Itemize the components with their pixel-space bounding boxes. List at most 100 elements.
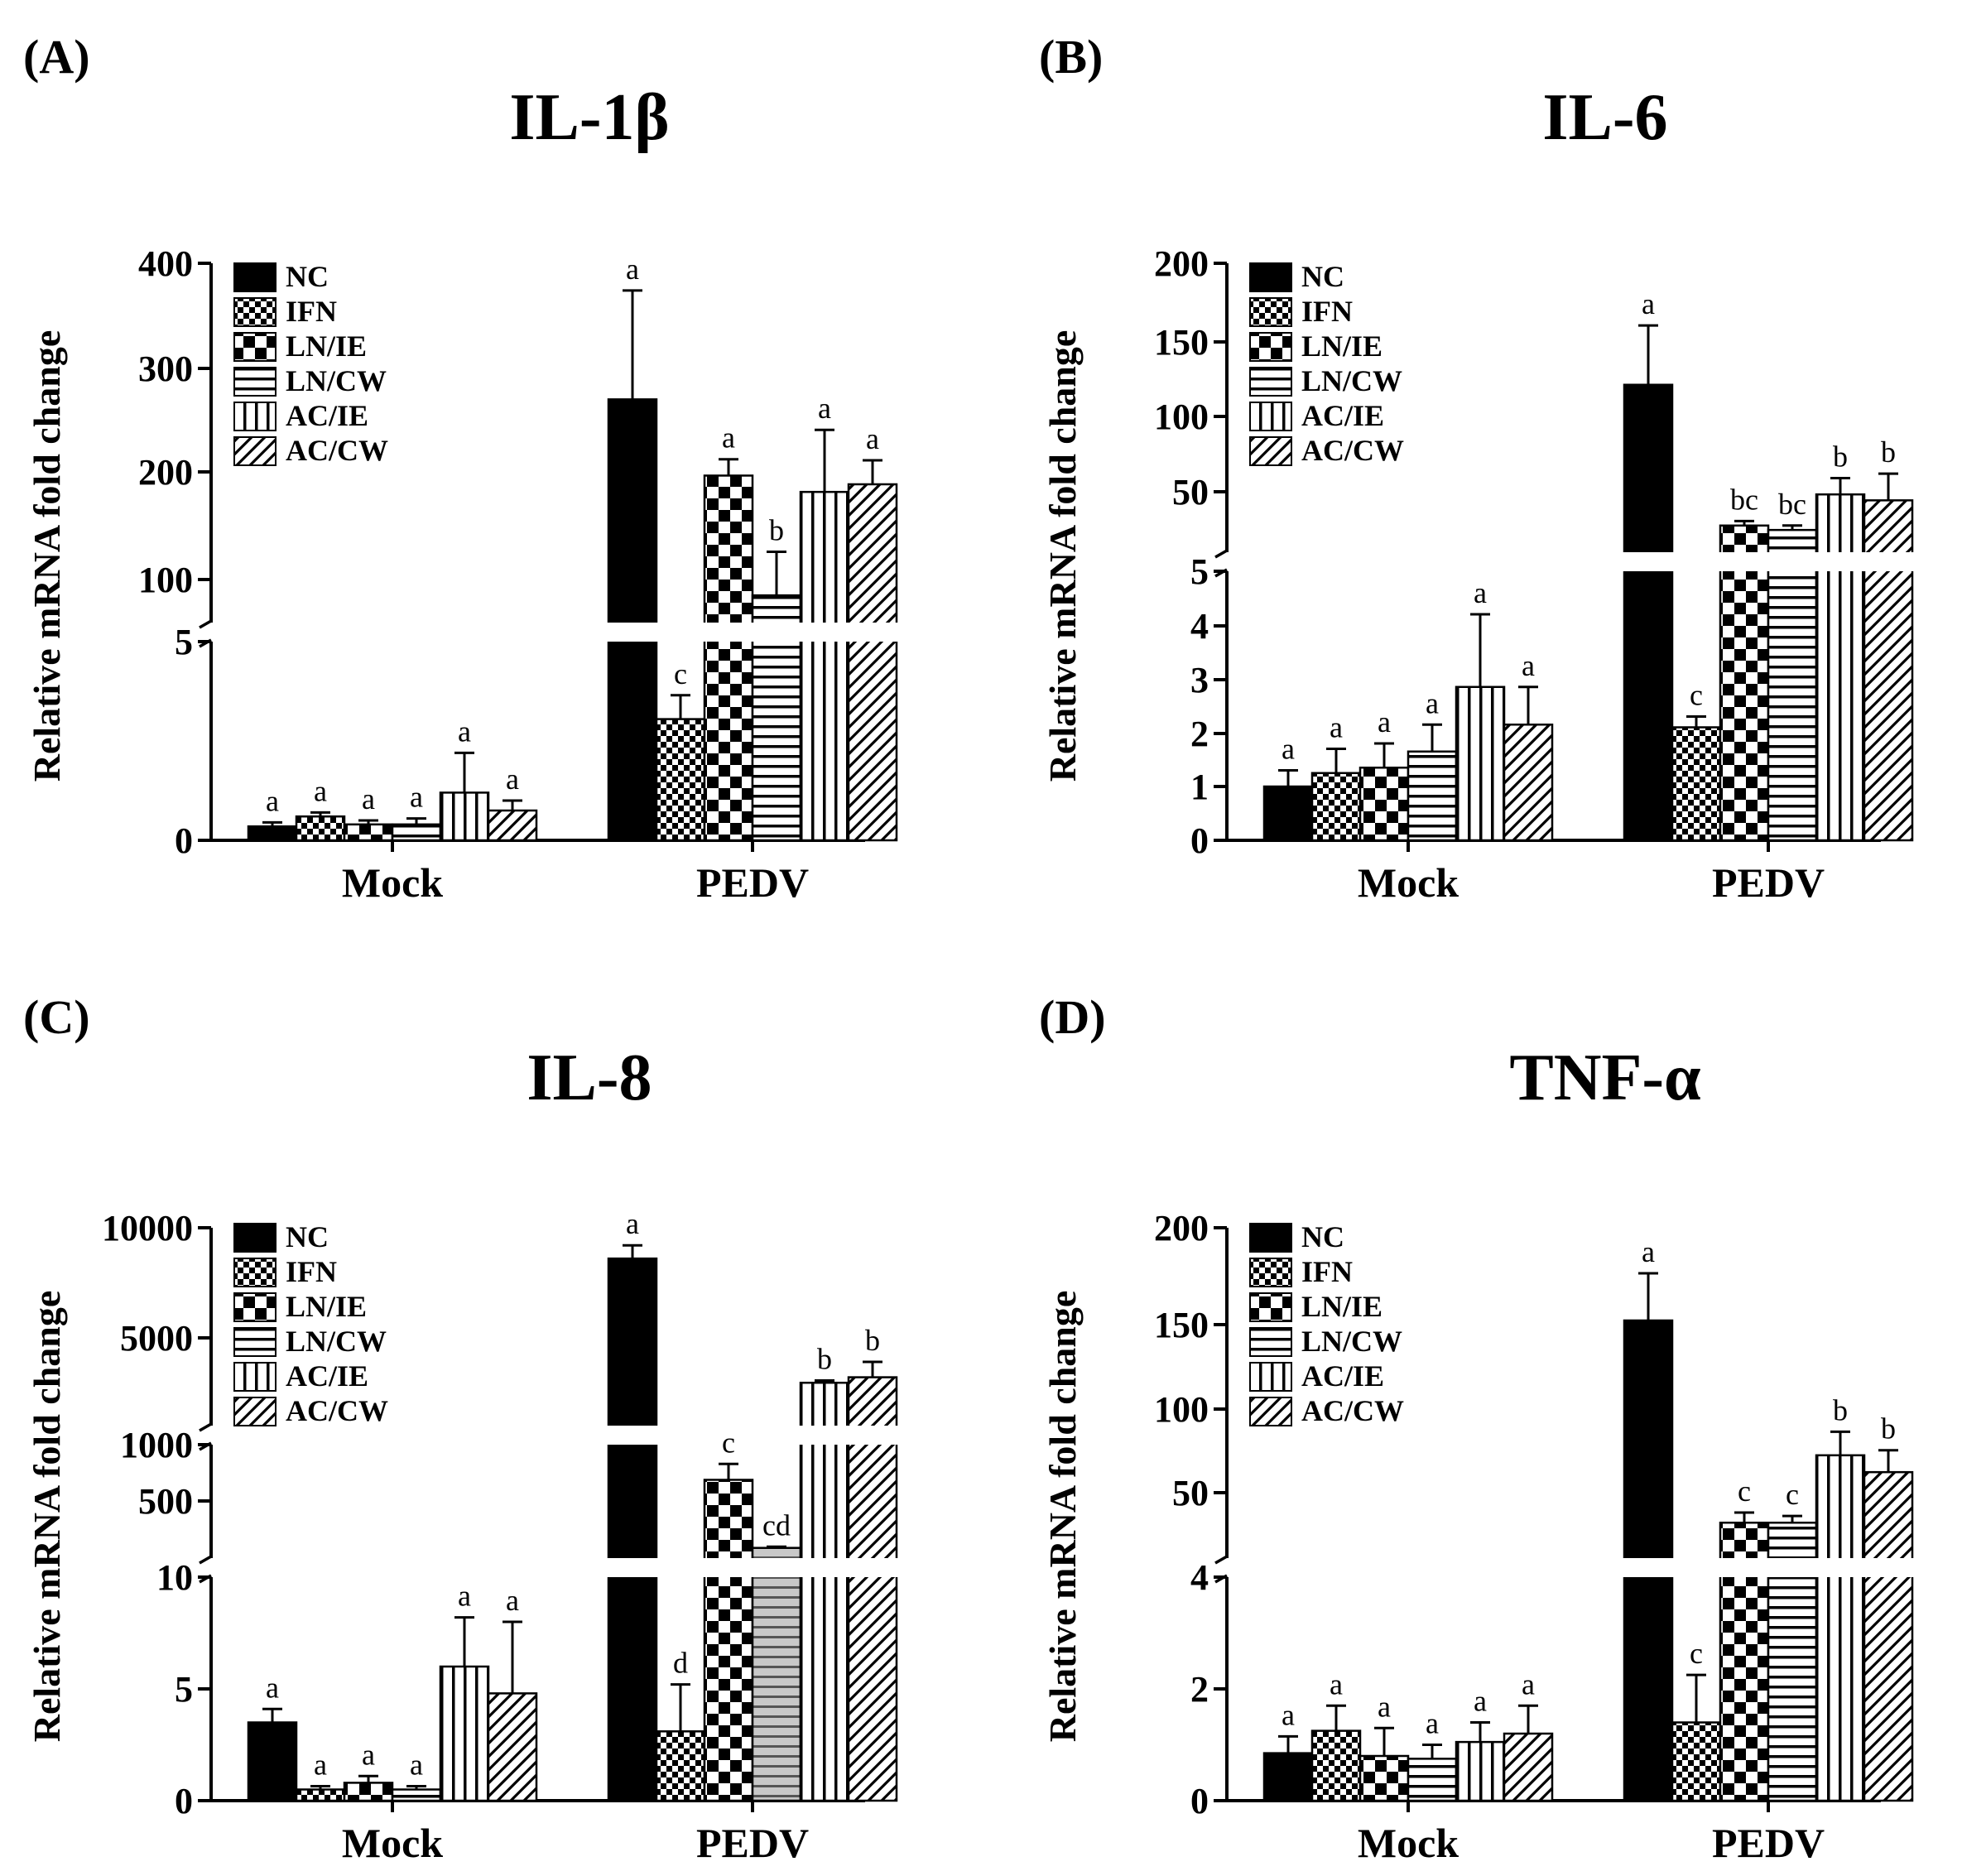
bar-ac-ie-mock (439, 791, 490, 842)
chart-title: IL-6 (1542, 81, 1667, 154)
significance-letter: a (1378, 1690, 1391, 1723)
bar-break-gap (607, 623, 658, 642)
legend-swatch (1249, 1362, 1292, 1392)
y-tick-label: 4 (1190, 606, 1209, 647)
significance-letter: a (1330, 711, 1343, 744)
legend-swatch (1249, 262, 1292, 292)
significance-letter: c (1738, 1474, 1751, 1508)
legend-label: IFN (286, 1255, 337, 1288)
significance-letter: a (626, 1207, 639, 1240)
bar-break-gap (1623, 552, 1674, 571)
significance-letter: a (1330, 1667, 1343, 1700)
significance-letter: a (458, 714, 471, 748)
y-tick-label: 1 (1190, 767, 1209, 807)
legend-swatch (1249, 297, 1292, 327)
bar-ac-ie-pedv (1815, 1454, 1866, 1802)
significance-letter: a (314, 1748, 327, 1781)
panel-0: (A) IL-1β Relative mRNA fold change 0 5 100 20… (23, 30, 898, 906)
bar-break-gap (607, 1558, 658, 1577)
bar-break-gap (1767, 1558, 1818, 1577)
bar-ac-cw-mock (487, 809, 538, 842)
bar-ln-cw-mock (1407, 750, 1458, 842)
significance-letter: b (1881, 1412, 1896, 1445)
y-tick-label: 10 (156, 1557, 193, 1598)
y-axis-label: Relative mRNA fold change (26, 330, 68, 782)
significance-letter: a (1282, 1698, 1295, 1731)
legend-swatch (1249, 1223, 1292, 1253)
legend-swatch (233, 332, 277, 362)
significance-letter: a (1642, 287, 1655, 320)
bar-ac-ie-mock (1455, 1740, 1506, 1802)
significance-letter: a (626, 253, 639, 286)
legend-label: LN/IE (286, 1290, 367, 1323)
bar-break-gap (1863, 552, 1914, 571)
x-category-label: Mock (342, 859, 443, 906)
legend-swatch (233, 1223, 277, 1253)
significance-letter: a (1426, 686, 1439, 719)
y-tick-label: 500 (138, 1481, 193, 1522)
significance-letter: a (1642, 1235, 1655, 1268)
legend-label: LN/IE (1301, 330, 1383, 363)
legend-swatch (1249, 402, 1292, 431)
y-tick-label: 0 (175, 1781, 193, 1821)
significance-letter: a (1426, 1707, 1439, 1740)
legend-label: LN/CW (286, 1325, 387, 1358)
bar-break-gap (1719, 552, 1770, 571)
significance-letter: d (673, 1647, 688, 1680)
panel-label: (A) (23, 30, 90, 84)
legend-label: AC/CW (1301, 1394, 1404, 1427)
legend-swatch (1249, 1258, 1292, 1287)
significance-letter: c (1690, 1637, 1703, 1670)
significance-letter: a (266, 784, 279, 817)
significance-letter: a (818, 392, 831, 425)
legend-swatch (233, 262, 277, 292)
y-tick-label: 0 (1190, 820, 1209, 861)
legend-swatch (233, 402, 277, 431)
bar-ac-cw-mock (487, 1692, 538, 1802)
bar-ac-ie-pedv (799, 490, 850, 842)
y-tick-label: 100 (1154, 397, 1209, 437)
bar-ln-ie-pedv (1719, 524, 1770, 842)
legend-label: AC/IE (286, 399, 368, 432)
chart-title: IL-1β (509, 81, 669, 154)
significance-letter: bc (1730, 483, 1758, 516)
bar-ln-cw-mock (391, 823, 442, 842)
legend-swatch (233, 1397, 277, 1426)
bar-ac-cw-mock (1503, 1732, 1554, 1802)
x-category-label: PEDV (1712, 859, 1825, 906)
axis-break (1214, 549, 1228, 559)
bar-break-gap (799, 1426, 850, 1445)
significance-letter: b (1833, 440, 1848, 474)
significance-letter: c (674, 657, 687, 690)
bar-ac-ie-mock (439, 1665, 490, 1802)
panel-label: (D) (1039, 990, 1106, 1044)
legend-label: IFN (1301, 295, 1353, 328)
legend-label: AC/IE (286, 1359, 368, 1393)
panel-2: (C) IL-8 Relative mRNA fold change 0 5 10 500 1… (23, 990, 898, 1866)
bar-ln-ie-pedv (703, 474, 754, 842)
bar-ac-cw-pedv (847, 483, 898, 842)
bar-ac-ie-pedv (1815, 493, 1866, 842)
x-category-label: Mock (1358, 859, 1459, 906)
significance-letter: a (458, 1580, 471, 1613)
bar-ifn-pedv (655, 1730, 706, 1802)
bar-ifn-mock (1310, 1729, 1362, 1802)
significance-letter: a (1378, 705, 1391, 738)
bar-ifn-pedv (1671, 1721, 1722, 1802)
bar-ln-cw-pedv (751, 1546, 802, 1802)
bar-break-gap (847, 623, 898, 642)
y-tick-label: 100 (138, 560, 193, 600)
legend-label: LN/CW (1301, 1325, 1402, 1358)
chart-title: IL-8 (527, 1041, 652, 1114)
y-tick-label: 150 (1154, 1305, 1209, 1345)
significance-letter: a (266, 1671, 279, 1704)
axis-break (199, 1555, 212, 1565)
panel-label: (B) (1039, 30, 1103, 84)
legend-swatch (233, 1292, 277, 1322)
bar-ac-cw-pedv (847, 1376, 898, 1802)
significance-letter: cd (762, 1508, 791, 1542)
significance-letter: a (362, 1738, 375, 1771)
y-tick-label: 150 (1154, 322, 1209, 363)
significance-letter: b (817, 1343, 832, 1376)
